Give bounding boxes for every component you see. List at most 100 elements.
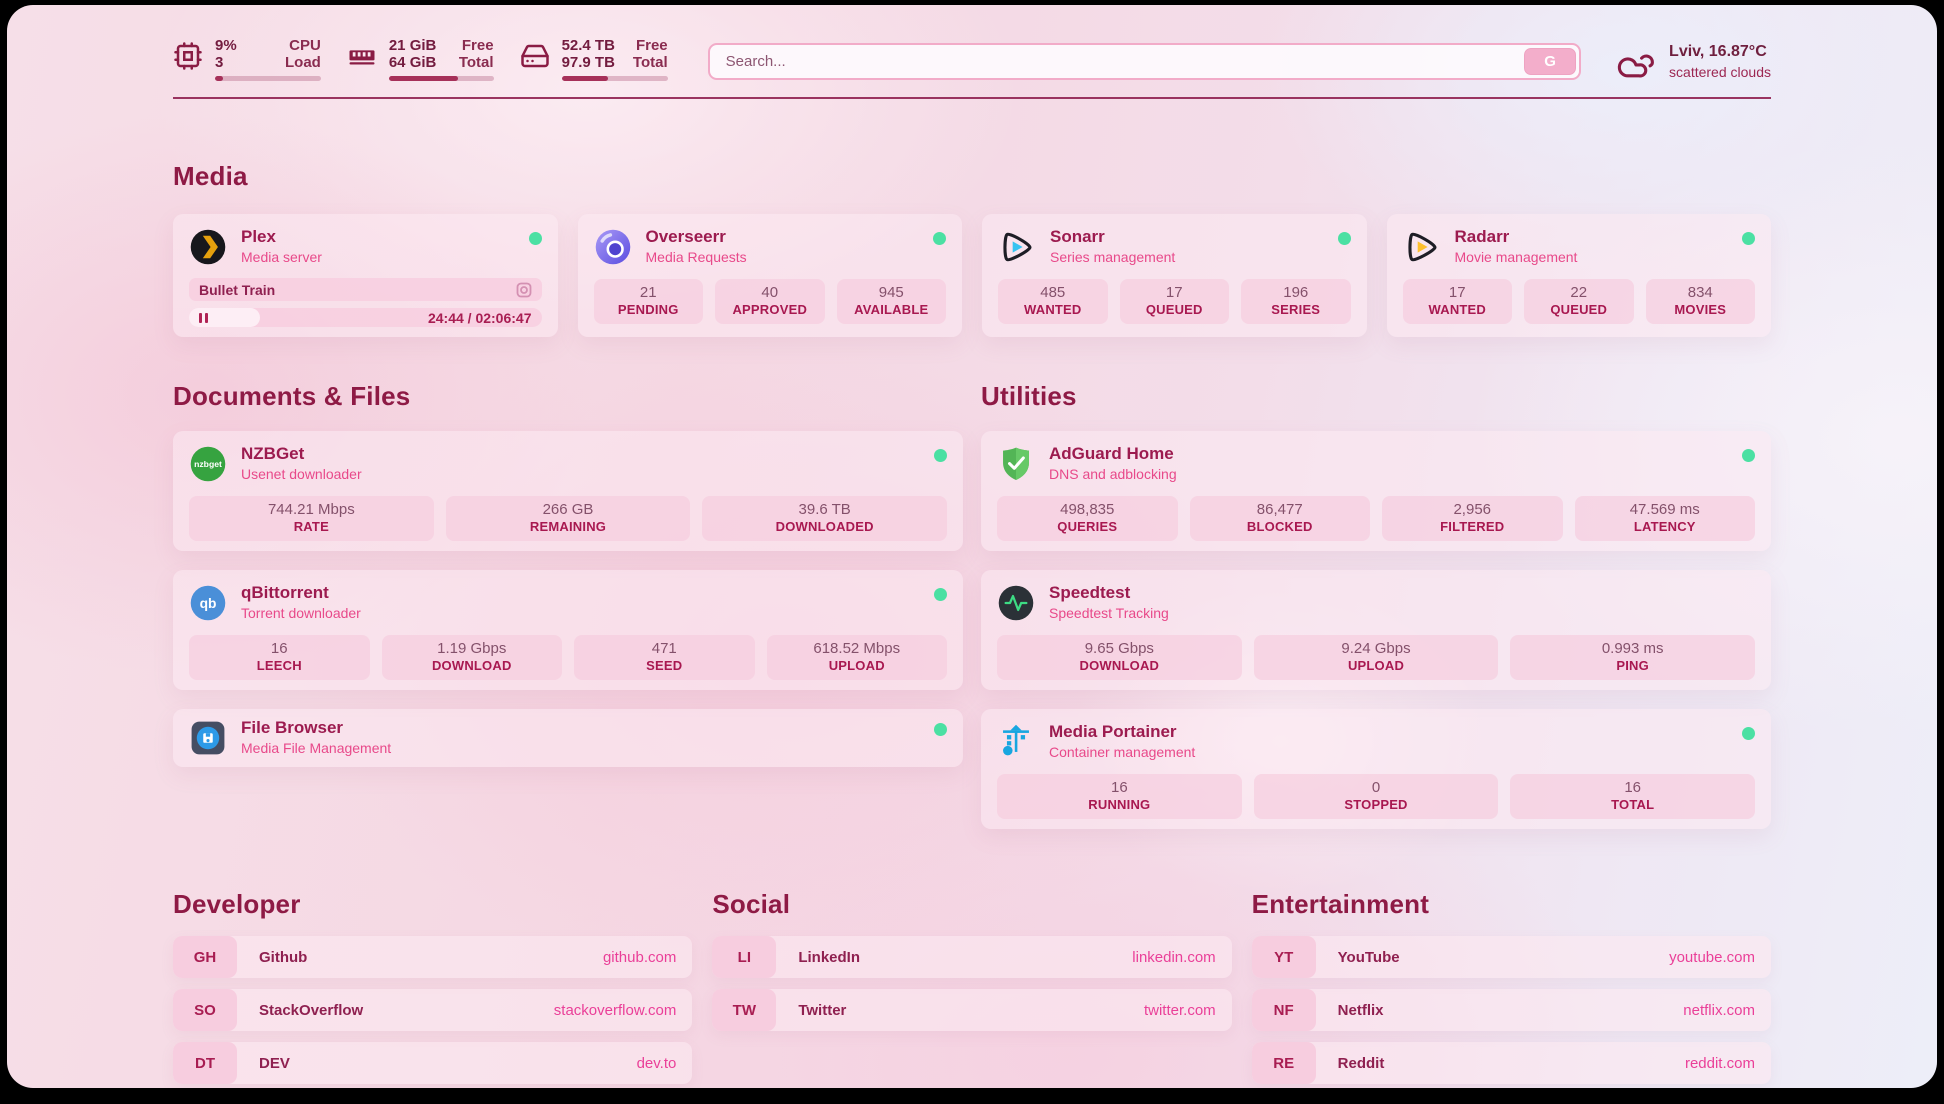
section-utilities: Utilities AdGuard Home DNS and adblockin… — [981, 381, 1771, 829]
bookmark-netflix[interactable]: NF Netflix netflix.com — [1251, 989, 1771, 1031]
camera-icon — [516, 282, 531, 297]
service-title: NZBGet — [241, 444, 305, 464]
memory-widget: 21 GiB Free 64 GiB Total — [347, 37, 494, 81]
bookmark-linkedin[interactable]: LI LinkedIn linkedin.com — [712, 936, 1232, 978]
bookmark-name: Github — [259, 948, 308, 966]
bookmark-youtube[interactable]: YT YouTube youtube.com — [1251, 936, 1771, 978]
status-dot — [1337, 232, 1351, 245]
card-adguard[interactable]: AdGuard Home DNS and adblocking 498,835 … — [981, 431, 1771, 551]
stat-wanted: 485 WANTED — [998, 279, 1108, 324]
cpu-usage-label: CPU — [289, 37, 321, 54]
radarr-icon — [1407, 232, 1437, 262]
bookmark-abbr: YT — [1251, 936, 1316, 978]
cpu-progress-fill — [215, 76, 224, 81]
disk-free-value: 52.4 TB — [561, 37, 615, 54]
cpu-usage-value: 9% — [215, 37, 237, 54]
status-dot — [933, 232, 946, 245]
bookmark-abbr: RE — [1251, 1042, 1316, 1084]
bookmark-url: stackoverflow.com — [553, 1001, 677, 1019]
search-input[interactable] — [709, 53, 1525, 70]
svg-text:nzbget: nzbget — [194, 459, 222, 469]
cpu-load-label: Load — [285, 54, 321, 71]
section-title-media: Media — [173, 161, 248, 191]
section-title-utilities: Utilities — [981, 381, 1077, 411]
disk-progress-fill — [561, 76, 609, 81]
bookmark-url: reddit.com — [1684, 1054, 1755, 1072]
bookmark-reddit[interactable]: RE Reddit reddit.com — [1251, 1042, 1771, 1084]
stat-seed: 471 SEED — [574, 635, 755, 680]
pause-icon — [199, 312, 208, 323]
card-nzbget[interactable]: nzbget NZBGet Usenet downloader 744.21 M… — [173, 431, 963, 551]
disk-free-label: Free — [635, 37, 668, 54]
service-title: qBittorrent — [241, 583, 329, 603]
stat-downloaded: 39.6 TB DOWNLOADED — [702, 496, 948, 541]
stat-filtered: 2,956 FILTERED — [1382, 496, 1563, 541]
stat-available: 945 AVAILABLE — [836, 279, 946, 324]
plex-icon — [190, 229, 226, 265]
cpu-progress-bar — [215, 76, 321, 81]
card-overseerr[interactable]: Overseerr Media Requests 21 PENDING 40 A… — [577, 214, 962, 337]
header-divider — [173, 97, 1771, 99]
service-subtitle: Media Requests — [645, 249, 747, 266]
card-speedtest[interactable]: Speedtest Speedtest Tracking 9.65 Gbps D… — [981, 570, 1771, 690]
section-title-social: Social — [712, 889, 791, 919]
sonarr-icon — [1003, 232, 1032, 262]
status-dot — [934, 723, 947, 736]
service-title: Overseerr — [645, 227, 726, 247]
stat-pending: 21 PENDING — [593, 279, 703, 324]
card-sonarr[interactable]: Sonarr Series management 485 WANTED 17 Q… — [982, 214, 1367, 337]
card-qbittorrent[interactable]: qb qBittorrent Torrent downloader 16 LEE… — [173, 570, 963, 690]
section-media: Media Plex Media server Bullet Train — [173, 161, 1771, 337]
qbittorrent-icon: qb — [190, 585, 226, 621]
disk-widget: 52.4 TB Free 97.9 TB Total — [520, 37, 668, 81]
bookmark-abbr: NF — [1251, 989, 1316, 1031]
playback-time: 24:44 / 02:06:47 — [427, 309, 532, 326]
cpu-load-value: 3 — [215, 54, 224, 71]
cpu-icon — [174, 42, 202, 70]
bookmark-name: YouTube — [1337, 948, 1400, 966]
nzbget-icon: nzbget — [190, 446, 226, 482]
weather-condition: scattered clouds — [1669, 64, 1771, 80]
bookmark-url: twitter.com — [1143, 1001, 1216, 1019]
stat-series: 196 SERIES — [1241, 279, 1351, 324]
section-title-entertainment: Entertainment — [1251, 889, 1430, 919]
section-title-documents: Documents & Files — [173, 381, 411, 411]
search-bar[interactable]: G — [707, 43, 1582, 80]
section-documents: Documents & Files nzbget NZBGet Usenet d… — [173, 381, 963, 767]
card-plex[interactable]: Plex Media server Bullet Train 24:44 / 0 — [173, 214, 558, 337]
bookmark-name: Netflix — [1337, 1001, 1384, 1019]
card-portainer[interactable]: Media Portainer Container management 16 … — [981, 709, 1771, 829]
memory-icon — [349, 50, 375, 65]
search-provider-button[interactable]: G — [1524, 48, 1577, 75]
service-title: AdGuard Home — [1049, 444, 1174, 464]
bookmark-abbr: DT — [173, 1042, 237, 1084]
stat-rate: 744.21 Mbps RATE — [189, 496, 434, 541]
bookmark-abbr: SO — [173, 989, 237, 1031]
speedtest-icon — [998, 585, 1034, 621]
bookmark-abbr: LI — [712, 936, 777, 978]
bookmark-dev[interactable]: DT DEV dev.to — [173, 1042, 693, 1084]
memory-total-value: 64 GiB — [388, 54, 437, 71]
bookmark-name: Reddit — [1337, 1054, 1385, 1072]
bookmark-url: linkedin.com — [1132, 948, 1216, 966]
stat-queued: 17 QUEUED — [1119, 279, 1229, 324]
portainer-icon — [1003, 724, 1029, 756]
service-title: File Browser — [241, 718, 344, 738]
stat-upload: 9.24 Gbps UPLOAD — [1253, 635, 1499, 680]
bookmark-url: youtube.com — [1669, 948, 1755, 966]
bookmark-url: netflix.com — [1683, 1001, 1755, 1019]
stat-total: 16 TOTAL — [1510, 774, 1756, 819]
bookmark-twitter[interactable]: TW Twitter twitter.com — [712, 989, 1232, 1031]
section-entertainment: Entertainment YT YouTube youtube.com NF … — [1251, 889, 1771, 1088]
bookmark-name: StackOverflow — [259, 1001, 364, 1019]
status-dot — [934, 588, 947, 601]
stat-upload: 618.52 Mbps UPLOAD — [766, 635, 947, 680]
bookmark-github[interactable]: GH Github github.com — [173, 936, 693, 978]
card-filebrowser[interactable]: File Browser Media File Management — [173, 709, 963, 767]
status-dot — [934, 449, 947, 462]
bookmark-stackoverflow[interactable]: SO StackOverflow stackoverflow.com — [173, 989, 693, 1031]
section-developer: Developer GH Github github.com SO StackO… — [173, 889, 693, 1088]
card-radarr[interactable]: Radarr Movie management 17 WANTED 22 QUE… — [1386, 214, 1771, 337]
bookmark-name: Twitter — [798, 1001, 847, 1019]
section-title-developer: Developer — [173, 889, 301, 919]
